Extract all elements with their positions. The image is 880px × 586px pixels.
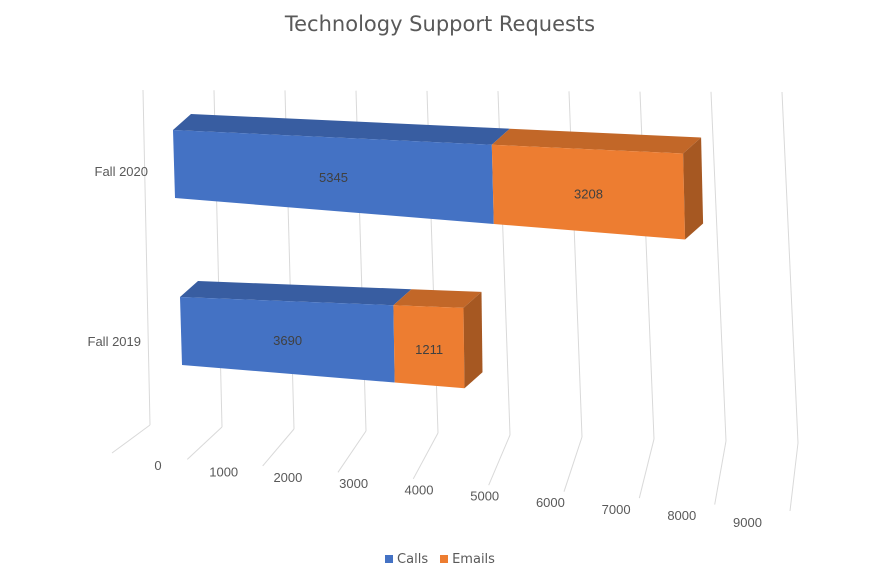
floor-gridline [186,426,223,460]
legend-swatch [440,555,449,563]
bar-segment [180,297,395,383]
bar-segment [173,130,494,224]
legend: Calls Emails [0,552,880,567]
legend-label: Emails [452,552,495,567]
data-labels: 3690 1211 5345 3208 [273,170,603,357]
bar-top-face [491,128,702,154]
x-tick-label: 4000 [405,482,434,497]
gridline [142,89,151,426]
bar-top-face [180,281,412,306]
bar-segment [393,305,465,389]
bar-side-face [683,137,704,240]
category-labels: Fall 2019 Fall 2020 [88,164,148,349]
x-tick-label: 3000 [339,476,368,491]
floor-gridline [789,442,799,512]
floor-gridline [111,424,151,454]
legend-item: Emails [440,552,495,567]
x-axis-tick-labels: 0 1000 2000 3000 4000 5000 6000 7000 8000 9000 [154,458,762,530]
floor-gridline [714,440,727,505]
x-tick-label: 7000 [602,502,631,517]
data-label: 1211 [415,342,443,357]
legend-swatch [385,555,394,563]
x-tick-label: 9000 [733,515,762,530]
bars [173,114,704,389]
bar-top-face [393,289,482,308]
category-label: Fall 2019 [88,334,141,349]
x-tick-label: 2000 [273,470,302,485]
x-tick-label: 8000 [667,508,696,523]
floor-gridline [563,436,583,492]
floor-gridline [262,428,295,467]
floor-gridline [337,430,367,473]
bar-side-face [463,291,483,389]
data-label: 5345 [319,170,348,185]
legend-label: Calls [397,552,429,567]
data-label: 3208 [574,187,603,202]
bar-top-face [173,114,510,145]
category-label: Fall 2020 [95,164,148,179]
floor-gridline [488,434,511,486]
bar-segment [491,144,686,240]
x-tick-label: 6000 [536,495,565,510]
floor-gridline [412,432,439,480]
legend-item: Calls [385,552,428,567]
floor-gridline [638,438,655,499]
x-tick-label: 0 [154,458,161,473]
gridline [781,91,799,444]
chart-title: Technology Support Requests [284,12,596,36]
x-tick-label: 5000 [470,489,499,504]
x-tick-label: 1000 [209,464,238,479]
gridline [710,91,727,442]
data-label: 3690 [273,333,302,348]
